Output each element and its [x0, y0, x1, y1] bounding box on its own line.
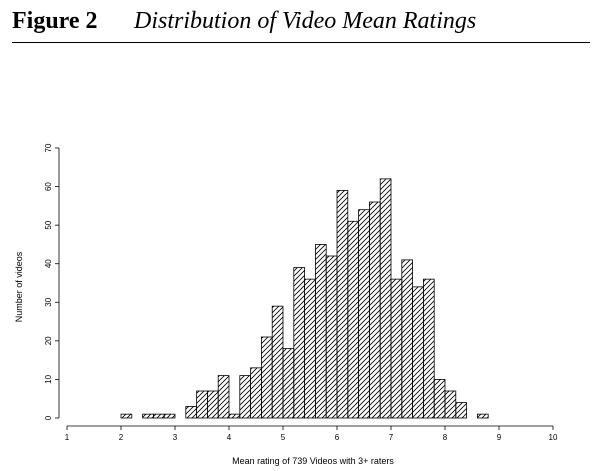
histogram-bar: [368, 201, 381, 419]
x-axis-label: Mean rating of 739 Videos with 3+ raters: [232, 456, 394, 466]
histogram-bar: [336, 190, 349, 419]
histogram-bar: [217, 375, 230, 419]
histogram-bar: [271, 305, 284, 419]
y-tick-label: 20: [44, 336, 53, 345]
x-tick-label: 4: [227, 433, 232, 442]
histogram-bar: [142, 413, 154, 419]
histogram-bar: [293, 267, 305, 419]
histogram-bar: [185, 406, 198, 419]
x-tick-label: 9: [497, 433, 502, 442]
histogram-bar: [304, 278, 316, 419]
histogram-bar: [239, 375, 252, 419]
figure-title: Distribution of Video Mean Ratings: [134, 8, 477, 34]
x-tick-label: 8: [443, 433, 448, 442]
histogram-bar: [476, 413, 489, 419]
histogram-bar: [206, 390, 219, 419]
y-tick-label: 40: [44, 259, 53, 268]
y-axis-label: Number of videos: [14, 251, 24, 322]
histogram-bar: [196, 390, 208, 419]
histogram-bar: [347, 220, 359, 419]
histogram-bar: [455, 402, 467, 419]
histogram-bar: [152, 413, 165, 419]
figure-heading: Figure 2 Distribution of Video Mean Rati…: [12, 8, 590, 43]
histogram-bar: [422, 278, 435, 419]
y-tick-label: 50: [44, 220, 53, 229]
y-tick-label: 30: [44, 297, 53, 306]
y-tick-label: 70: [44, 143, 53, 152]
histogram-bar: [163, 413, 176, 419]
x-tick-label: 3: [173, 433, 178, 442]
histogram-bar: [412, 286, 424, 419]
y-tick-label: 10: [44, 374, 53, 383]
histogram-bar: [228, 413, 241, 419]
chart-axes: 1 2 3 4 5 6 7 8 9 10 0 10 20 30 40 50 60 70: [44, 143, 558, 442]
histogram-bar: [260, 336, 273, 419]
histogram-bar: [250, 367, 262, 419]
x-tick-label: 6: [335, 433, 340, 442]
x-tick-label: 2: [119, 433, 124, 442]
histogram-bars: [120, 178, 489, 419]
histogram-bar: [282, 348, 295, 419]
y-tick-label: 0: [44, 415, 53, 420]
histogram-bar: [401, 259, 413, 419]
histogram-bar: [433, 379, 446, 419]
histogram-bar: [314, 244, 327, 419]
histogram-bar: [120, 413, 133, 419]
x-tick-label: 7: [389, 433, 394, 442]
figure-label: Figure 2: [12, 8, 98, 34]
histogram-bar: [325, 255, 338, 419]
histogram-bar: [358, 209, 370, 419]
histogram-bar: [390, 278, 403, 419]
histogram-bar: [379, 178, 392, 419]
histogram-bar: [444, 390, 457, 419]
x-tick-label: 10: [549, 433, 558, 442]
x-tick-label: 1: [65, 433, 70, 442]
y-tick-label: 60: [44, 182, 53, 191]
x-tick-label: 5: [281, 433, 286, 442]
